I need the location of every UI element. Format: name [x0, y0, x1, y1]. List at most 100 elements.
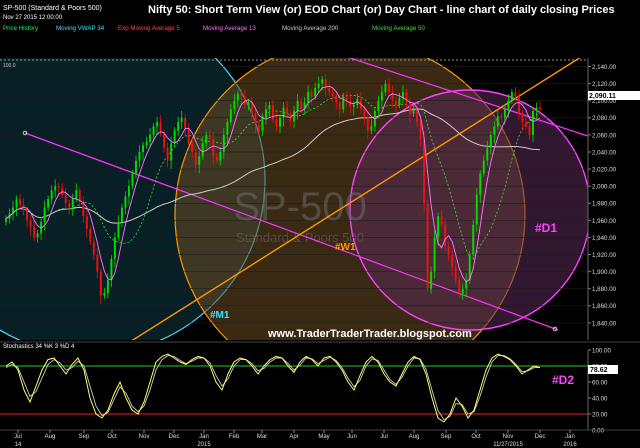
candle-body: [152, 126, 155, 135]
candle-body: [177, 122, 180, 131]
y-tick-label: 2,140.00: [592, 64, 617, 71]
candle-body: [15, 199, 18, 208]
legend-item: Moving VWAP 34: [56, 25, 105, 32]
candle-body: [433, 237, 436, 272]
candle-body: [106, 280, 109, 293]
candle-body: [419, 122, 422, 140]
x-tick-label: Apr: [289, 434, 298, 440]
trendline-anchor: [22, 130, 28, 136]
candle-body: [349, 100, 352, 107]
candle-body: [486, 147, 489, 161]
candle-body: [205, 134, 208, 144]
x-tick-label: Nov: [503, 434, 514, 440]
candle-body: [240, 93, 243, 97]
y-tick-label: 100.00: [592, 347, 611, 354]
candle-body: [426, 203, 429, 289]
candle-body: [352, 105, 355, 107]
candle-body: [191, 143, 194, 152]
candle-body: [96, 254, 99, 272]
price-y-axis: 2,140.00 2,120.00 2,100.00 2,080.00 2,060.00…: [587, 58, 617, 340]
candle-body: [402, 92, 404, 99]
d1-label: #D1: [535, 221, 557, 235]
candle-body: [293, 110, 296, 122]
candle-body: [444, 224, 447, 246]
x-tick-label: Jan: [199, 434, 209, 440]
candle-body: [19, 199, 22, 205]
ma13-path: [5, 85, 541, 283]
candle-body: [387, 83, 390, 93]
candle-body: [166, 147, 169, 161]
candle-body: [524, 122, 527, 127]
candle-body: [82, 201, 85, 217]
candle-body: [265, 109, 267, 118]
y-tick-label: 1,860.00: [592, 303, 617, 310]
candle-body: [124, 196, 127, 208]
candle-body: [479, 173, 482, 195]
candle-body: [236, 93, 239, 101]
candle-body: [465, 280, 468, 289]
candle-body: [335, 96, 338, 103]
candle-body: [275, 119, 278, 127]
y-tick-label: 2,100.00: [592, 98, 617, 105]
legend-item: Exp Moving Average 5: [118, 25, 180, 32]
candle-body: [447, 246, 450, 255]
candle-body: [22, 204, 25, 211]
candle-body: [296, 100, 299, 111]
candle-body: [180, 117, 183, 123]
candle-body: [489, 134, 492, 148]
candle-body: [416, 109, 419, 123]
x-tick-label: Jun: [347, 434, 357, 440]
candle-body: [135, 160, 137, 174]
d2-label: #D2: [552, 373, 574, 387]
candle-body: [226, 122, 229, 135]
candle-body: [198, 156, 201, 165]
candle-body: [338, 102, 341, 110]
candle-body: [496, 116, 499, 127]
candle-body: [510, 92, 513, 101]
candle-body: [142, 145, 144, 152]
candle-body: [170, 143, 173, 161]
watermark-main: SP-500: [233, 185, 366, 229]
candle-body: [380, 92, 383, 101]
candle-body: [314, 87, 317, 97]
y-tick-label: 2,040.00: [592, 149, 617, 156]
x-tick-label: Oct: [471, 434, 481, 440]
candle-body: [68, 203, 71, 208]
url-label: www.TraderTraderTrader.blogspot.com: [267, 328, 472, 340]
d1-circle: [349, 89, 588, 331]
x-year-label: 14: [15, 442, 22, 448]
stochastics-pane: Stochastics 34 %K 3 %D 4 #D2 100.0080.00…: [0, 341, 640, 434]
candle-body: [110, 258, 113, 281]
stochastics-value-tag: [588, 365, 618, 374]
candle-body: [503, 109, 506, 118]
candle-body: [208, 134, 211, 140]
candle-body: [229, 109, 232, 123]
candle-body: [423, 139, 426, 204]
candle-body: [317, 83, 320, 88]
candle-body: [247, 102, 250, 105]
candle-body: [103, 293, 106, 296]
last-price-label: 2,090.11: [589, 93, 616, 100]
candle-body: [194, 152, 197, 165]
x-tick-label: Aug: [45, 434, 56, 440]
x-axis: Jul 14 Aug Sep Oct Nov Dec Jan 2015 Feb Mar Apr May J…: [14, 430, 577, 448]
y-tick-label: 2,120.00: [592, 81, 617, 88]
candle-body: [71, 199, 74, 208]
symbol-label: SP-500 (Standard & Poors 500): [3, 5, 102, 12]
candle-body: [268, 105, 271, 110]
candle-body: [89, 228, 92, 242]
legend: Price History Moving VWAP 34 Exp Moving Av…: [3, 25, 425, 32]
candle-body: [303, 102, 306, 110]
x-year-label: 2016: [563, 442, 577, 448]
candle-body: [363, 109, 366, 118]
y-tick-label: 1,940.00: [592, 235, 617, 242]
candle-body: [257, 124, 260, 131]
x-year-label: 11/27/2015: [493, 442, 523, 448]
candle-body: [394, 100, 397, 105]
candle-body: [33, 227, 36, 238]
stochastics-d-line: [5, 355, 540, 421]
candle-body: [233, 100, 236, 110]
legend-item: Moving Average 50: [372, 25, 425, 32]
